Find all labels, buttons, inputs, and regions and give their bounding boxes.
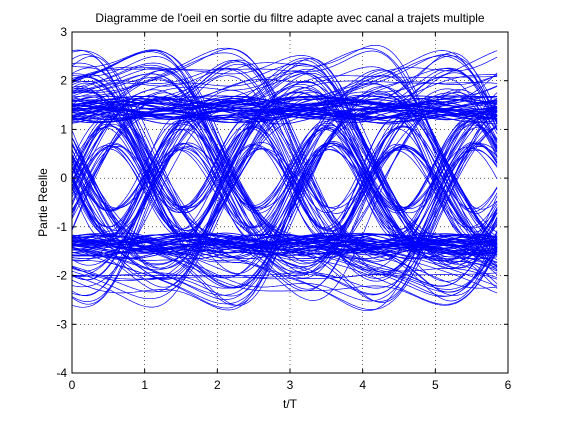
eye-trace [72, 50, 498, 213]
eye-trace [72, 59, 498, 266]
lower-level-band-trace [72, 249, 498, 260]
lower-level-band-trace [72, 239, 498, 249]
x-tick-label: 3 [287, 378, 294, 392]
eye-trace [72, 69, 498, 265]
eye-trace [72, 64, 498, 270]
eye-trace [72, 76, 498, 310]
y-tick-label: 2 [60, 74, 67, 88]
eye-trace [72, 67, 498, 289]
eye-trace [72, 142, 498, 308]
y-tick-label: -3 [56, 317, 67, 331]
eye-trace [72, 54, 498, 240]
lower-level-band-trace [72, 235, 498, 246]
x-tick-label: 2 [214, 378, 221, 392]
eye-trace [72, 115, 498, 306]
eye-trace [72, 55, 498, 279]
y-tick-label: 1 [60, 122, 67, 136]
eye-trace [72, 118, 498, 279]
upper-level-band-trace [72, 97, 498, 108]
y-tick-label: 0 [60, 171, 67, 185]
eye-trace [72, 55, 498, 237]
axis-tick-labels: 0 1 2 3 4 5 6 3 2 1 0 -1 -2 -3 -4 [56, 25, 511, 392]
upper-level-band-trace [72, 95, 498, 106]
upper-level-band-trace [72, 95, 498, 106]
x-tick-label: 1 [141, 378, 148, 392]
x-tick-label: 5 [432, 378, 439, 392]
upper-level-band-trace [72, 102, 498, 112]
eye-trace [72, 61, 498, 296]
upper-level-band-trace [72, 101, 498, 111]
upper-level-band-trace [72, 95, 498, 106]
y-tick-label: -4 [56, 366, 67, 380]
eye-trace [72, 118, 498, 266]
eye-trace [72, 86, 498, 233]
upper-level-band-trace [72, 109, 498, 119]
x-tick-label: 0 [69, 378, 76, 392]
upper-level-band-trace [72, 109, 498, 120]
lower-level-band-trace [72, 240, 498, 251]
eye-trace [72, 83, 498, 247]
eye-trace [72, 91, 498, 290]
y-tick-label: -1 [56, 220, 67, 234]
eye-trace [72, 120, 498, 277]
lower-level-band-trace [72, 241, 498, 252]
eye-trace [72, 92, 498, 272]
upper-level-band-trace [72, 108, 498, 118]
eye-trace [72, 142, 498, 285]
eye-trace [72, 67, 498, 287]
y-tick-label: 3 [60, 25, 67, 39]
y-axis-label: Partie Reelle [36, 168, 50, 237]
lower-level-band-trace [72, 233, 498, 244]
lower-level-band-trace [72, 244, 498, 254]
x-tick-label: 4 [359, 378, 366, 392]
upper-level-band-trace [72, 112, 498, 123]
lower-level-band-trace [72, 249, 498, 260]
eye-trace [72, 123, 498, 296]
eye-trace [72, 121, 498, 300]
eye-trace [72, 50, 498, 241]
chart-title: Diagramme de l'oeil en sortie du filtre … [95, 11, 484, 25]
x-axis-label: t/T [283, 397, 298, 411]
eye-trace [72, 89, 498, 248]
x-tick-label: 6 [505, 378, 512, 392]
upper-level-band-trace [72, 103, 498, 113]
y-tick-label: -2 [56, 269, 67, 283]
axis-ticks [71, 31, 509, 374]
lower-level-band-trace [72, 243, 498, 254]
eye-trace [72, 101, 498, 302]
eye-trace [72, 72, 498, 210]
data-traces [72, 44, 498, 312]
eye-trace [72, 72, 498, 208]
eye-trace [72, 44, 498, 230]
eye-trace [72, 148, 498, 279]
